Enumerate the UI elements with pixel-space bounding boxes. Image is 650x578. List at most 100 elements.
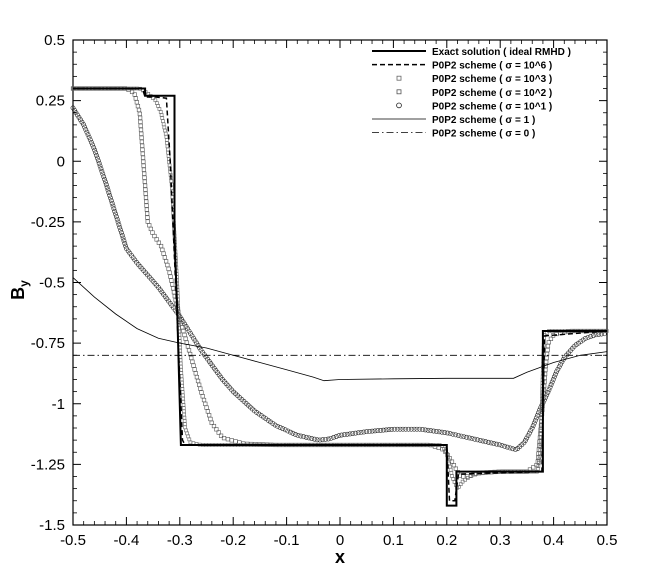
data-point	[119, 230, 124, 236]
data-point	[411, 426, 417, 432]
data-point	[185, 431, 189, 436]
data-point	[142, 171, 147, 176]
data-point	[87, 137, 93, 143]
x-tick-label: 0.2	[436, 532, 457, 549]
data-point	[119, 232, 125, 238]
data-point	[115, 219, 121, 225]
data-point	[189, 333, 195, 339]
data-point	[447, 431, 453, 437]
legend-marker-2	[396, 75, 402, 81]
data-point	[207, 413, 212, 418]
data-point	[458, 433, 464, 439]
data-point	[375, 428, 381, 434]
data-point	[141, 159, 146, 164]
data-point	[132, 92, 137, 97]
data-point	[104, 184, 110, 190]
data-point	[179, 371, 184, 375]
data-point	[549, 379, 555, 385]
data-point	[170, 195, 175, 200]
legend-label-5: P0P2 scheme ( σ = 1 )	[432, 115, 535, 126]
data-point	[199, 390, 204, 395]
data-point	[550, 377, 556, 382]
data-point	[301, 434, 306, 440]
data-point	[143, 183, 148, 188]
data-point	[164, 138, 169, 142]
data-point	[451, 477, 456, 481]
data-point	[229, 438, 234, 443]
legend-label-1: P0P2 scheme ( σ = 10^6 )	[432, 61, 552, 72]
data-point	[183, 336, 188, 341]
data-point	[544, 351, 550, 357]
data-point	[216, 430, 221, 435]
data-point	[442, 446, 446, 451]
data-point	[442, 430, 448, 435]
data-point	[181, 328, 186, 334]
data-point	[137, 111, 142, 116]
y-axis-title: By	[8, 280, 31, 300]
data-point	[468, 474, 473, 478]
data-point	[123, 243, 129, 249]
data-point	[336, 433, 342, 439]
series-markers-2	[71, 86, 609, 490]
series-markers-4	[70, 105, 607, 452]
series-line-1	[73, 87, 608, 502]
data-point	[477, 438, 483, 443]
data-point	[350, 431, 356, 436]
data-point	[188, 440, 193, 445]
x-tick-label: -0.5	[60, 532, 86, 549]
data-point	[163, 128, 167, 133]
data-point	[524, 435, 530, 441]
data-point	[420, 427, 425, 432]
data-point	[152, 233, 157, 239]
data-point	[323, 436, 328, 442]
legend-marker-4	[396, 102, 402, 109]
data-point	[114, 216, 120, 222]
data-point	[439, 429, 445, 435]
data-point	[225, 437, 230, 442]
x-tick-label: -0.1	[274, 532, 300, 549]
data-point	[485, 439, 491, 445]
data-point	[480, 438, 486, 444]
data-point	[553, 371, 558, 377]
data-point	[494, 441, 499, 447]
data-point	[183, 425, 187, 430]
data-point	[96, 160, 102, 166]
data-point	[453, 466, 458, 471]
data-point	[121, 238, 127, 244]
data-point	[282, 427, 288, 433]
data-point	[140, 151, 145, 156]
data-point	[88, 139, 94, 145]
data-point	[107, 192, 113, 198]
data-point	[530, 423, 536, 429]
data-point	[112, 208, 118, 214]
data-point	[129, 89, 135, 95]
data-point	[166, 266, 171, 271]
legend-marker-3	[396, 89, 402, 95]
data-point	[111, 206, 117, 212]
data-point	[195, 378, 201, 384]
data-point	[160, 247, 165, 252]
data-point	[331, 435, 337, 440]
data-point	[198, 386, 203, 391]
data-point	[142, 175, 147, 180]
legend-label-0: Exact solution ( ideal RMHD )	[432, 47, 571, 58]
plot-area	[70, 39, 609, 526]
data-point	[342, 432, 347, 438]
data-point	[537, 439, 542, 444]
data-point	[475, 437, 480, 443]
data-point	[145, 215, 150, 220]
data-point	[455, 433, 461, 438]
x-tick-label: 0.4	[543, 532, 564, 549]
data-point	[547, 384, 553, 390]
data-point	[425, 427, 431, 433]
data-point	[417, 426, 423, 432]
data-point	[182, 321, 187, 327]
data-point	[287, 429, 293, 435]
x-tick-label: 0.3	[490, 532, 511, 549]
data-point	[436, 429, 442, 435]
data-point	[181, 406, 186, 410]
data-point	[364, 429, 370, 435]
data-point	[380, 427, 386, 433]
data-point	[76, 114, 82, 120]
